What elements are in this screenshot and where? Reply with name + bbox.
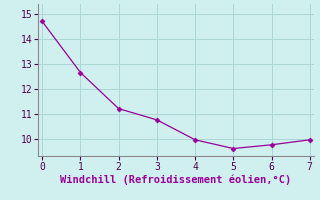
X-axis label: Windchill (Refroidissement éolien,°C): Windchill (Refroidissement éolien,°C) (60, 174, 292, 185)
